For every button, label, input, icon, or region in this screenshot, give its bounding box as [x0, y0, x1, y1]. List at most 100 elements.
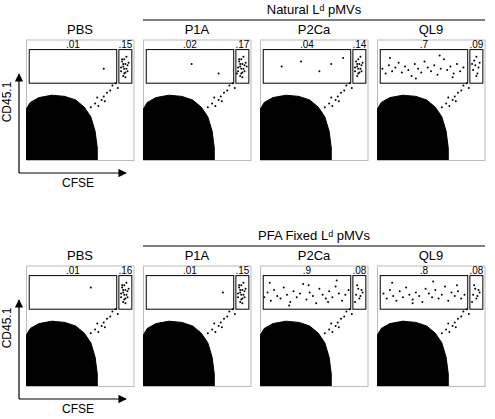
frame-right — [251, 266, 252, 386]
event — [359, 295, 361, 297]
gate-frequency: .14 — [352, 39, 366, 50]
event — [242, 282, 244, 284]
event — [441, 294, 443, 296]
event — [121, 58, 123, 60]
gate-frequency: .09 — [469, 39, 483, 50]
population — [26, 95, 97, 160]
event — [358, 297, 360, 299]
gate-frequency: .01 — [183, 265, 197, 276]
event — [305, 299, 307, 301]
event — [385, 73, 387, 75]
event — [128, 62, 130, 64]
event — [124, 63, 126, 65]
event — [338, 100, 340, 102]
event — [299, 293, 301, 295]
x-axis-title: CFSE — [62, 176, 94, 190]
event — [415, 77, 417, 79]
event — [411, 75, 413, 77]
event — [238, 58, 240, 60]
panel-title: PBS — [67, 248, 93, 263]
event — [452, 76, 454, 78]
event — [340, 318, 342, 320]
event — [417, 68, 419, 70]
event — [421, 301, 423, 303]
event — [238, 61, 240, 63]
event — [103, 68, 105, 70]
event — [362, 291, 364, 293]
event — [345, 311, 347, 313]
event — [111, 85, 113, 87]
event — [96, 323, 98, 325]
event — [246, 65, 248, 67]
event — [330, 97, 332, 99]
event — [447, 300, 449, 302]
event — [223, 318, 225, 320]
event — [402, 296, 404, 298]
x-arrow — [19, 398, 126, 399]
event — [338, 293, 340, 295]
event — [221, 326, 223, 328]
y-axis-title: CD45.1 — [0, 307, 14, 348]
plot-area — [26, 276, 132, 386]
x-axis — [378, 160, 486, 161]
event — [472, 294, 474, 296]
event — [94, 103, 96, 105]
event — [218, 325, 220, 327]
event — [309, 291, 311, 293]
population — [143, 95, 214, 160]
event — [191, 63, 193, 65]
event — [341, 300, 343, 302]
x-axis-title: CFSE — [62, 402, 94, 416]
event — [456, 284, 458, 286]
event — [476, 73, 478, 75]
event — [104, 326, 106, 328]
event — [340, 92, 342, 94]
event — [214, 105, 216, 107]
event — [292, 290, 294, 292]
panel-title: PBS — [67, 22, 93, 37]
panel: .01.15PBSCFSECD45.1 — [0, 22, 135, 190]
event — [351, 313, 353, 315]
event — [238, 284, 240, 286]
event — [436, 74, 438, 76]
axis-line — [27, 386, 135, 387]
event — [356, 284, 358, 286]
event — [106, 318, 108, 320]
event — [104, 100, 106, 102]
row-bracket — [143, 20, 485, 21]
event — [335, 99, 337, 101]
event — [218, 73, 220, 75]
event — [414, 63, 416, 65]
event — [120, 67, 122, 69]
panel-title: QL9 — [419, 22, 444, 37]
event — [460, 297, 462, 299]
event — [428, 293, 430, 295]
event — [468, 87, 470, 89]
event — [226, 315, 228, 317]
event — [220, 321, 222, 323]
event — [355, 61, 357, 63]
event — [237, 67, 239, 69]
event — [404, 65, 406, 67]
event — [125, 56, 127, 58]
event — [289, 301, 291, 303]
event — [103, 321, 105, 323]
x-axis — [27, 160, 135, 161]
event — [244, 296, 246, 298]
event — [448, 331, 450, 333]
event — [343, 315, 345, 317]
gate-frequency: .16 — [118, 265, 132, 276]
event — [382, 293, 384, 295]
event — [244, 290, 246, 292]
event — [358, 71, 360, 73]
frame-right — [368, 266, 369, 386]
event — [270, 300, 272, 302]
event — [478, 289, 480, 291]
event — [96, 97, 98, 99]
axis-line — [261, 160, 369, 161]
event — [106, 92, 108, 94]
event — [111, 311, 113, 313]
event — [356, 75, 358, 77]
population — [260, 321, 331, 386]
event — [475, 75, 477, 77]
